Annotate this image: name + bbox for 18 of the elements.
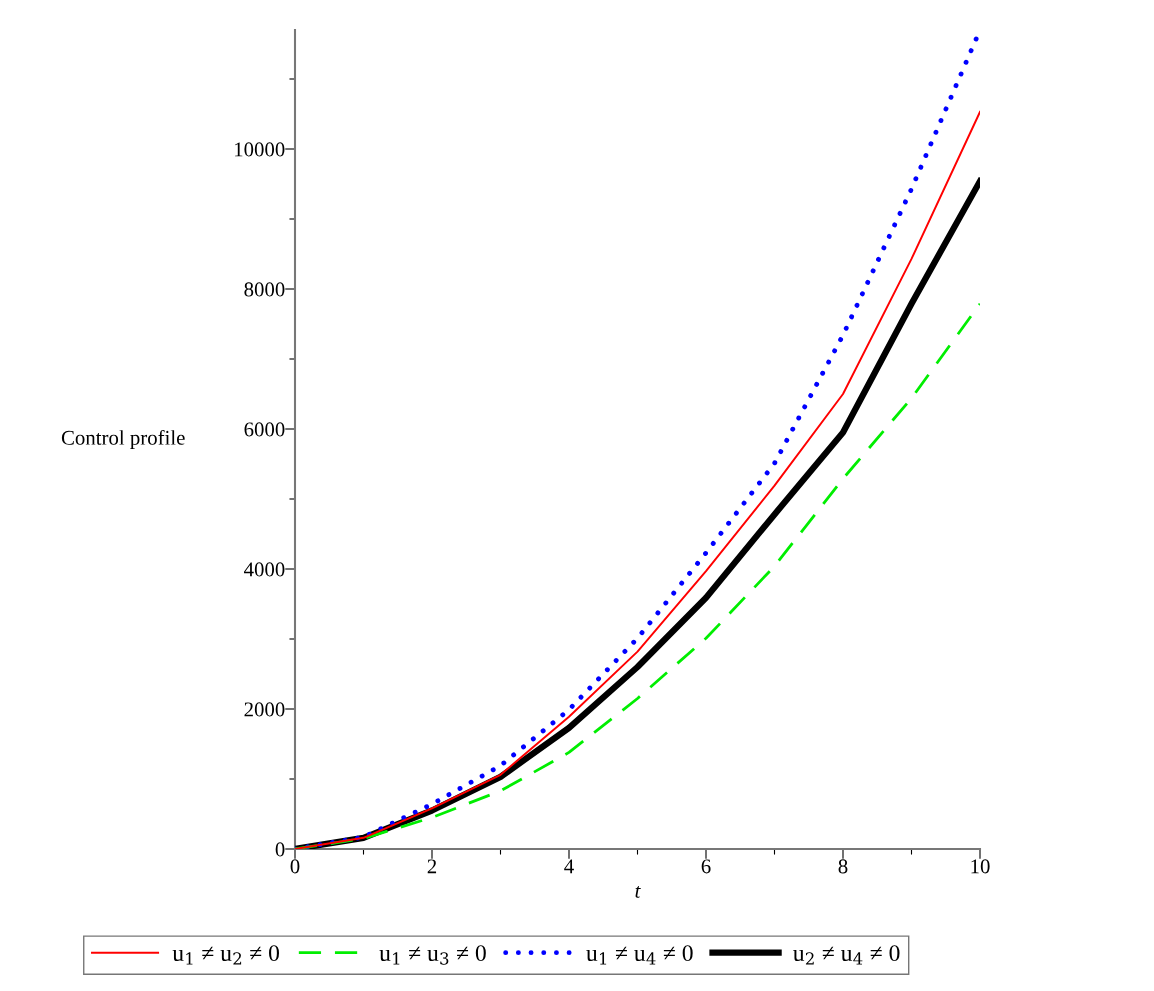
y-tick-label: 10000 xyxy=(235,142,285,157)
x-tick-label: 6 xyxy=(701,859,711,874)
x-tick-label: 10 xyxy=(971,859,990,874)
x-tick-label: 2 xyxy=(427,859,437,874)
x-tick-label: 8 xyxy=(838,859,848,874)
x-axis-title: t xyxy=(635,885,641,898)
y-tick-label: 2000 xyxy=(244,702,285,717)
x-tick-label: 4 xyxy=(564,859,574,874)
y-tick-label: 0 xyxy=(275,842,285,857)
y-tick-label: 8000 xyxy=(244,282,285,297)
x-tick-label: 0 xyxy=(290,859,300,874)
y-axis-title: Control profile xyxy=(61,429,185,450)
legend-label: u$_{1}$ ≠ u$_{3}$ ≠ 0 xyxy=(379,945,486,965)
legend-label: u$_{2}$ ≠ u$_{4}$ ≠ 0 xyxy=(793,945,900,965)
y-tick-label: 4000 xyxy=(244,562,285,577)
legend-label: u$_{1}$ ≠ u$_{2}$ ≠ 0 xyxy=(172,945,280,965)
legend-label: u$_{1}$ ≠ u$_{4}$ ≠ 0 xyxy=(586,945,693,965)
y-tick-label: 6000 xyxy=(244,422,285,437)
